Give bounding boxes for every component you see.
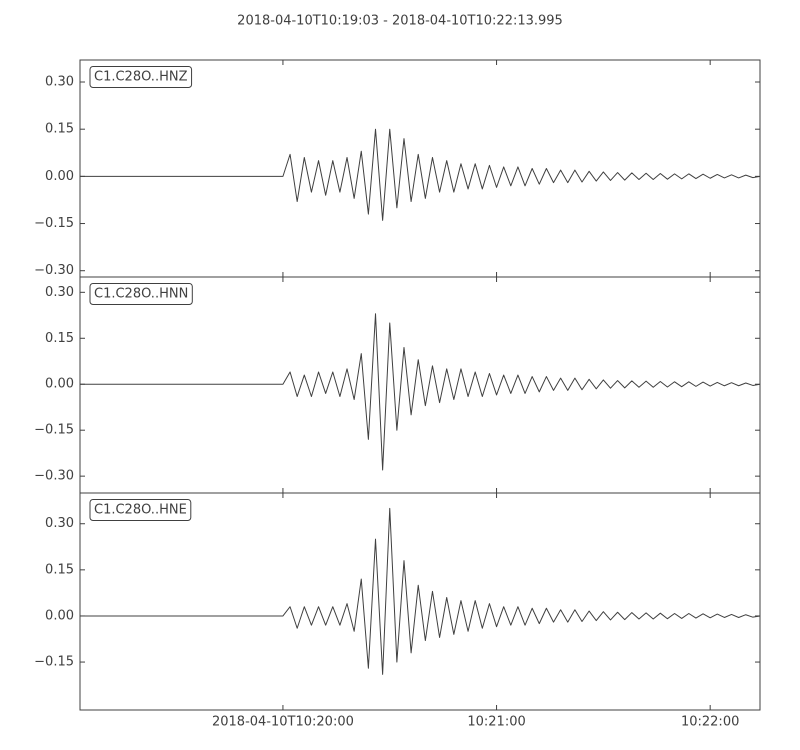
y-tick-label: 0.30 — [45, 285, 74, 300]
trace-label: C1.C28O..HNE — [94, 503, 187, 518]
y-tick-label: 0.15 — [45, 562, 74, 577]
y-tick-label: 0.30 — [45, 75, 74, 90]
panel-frame — [79, 59, 761, 278]
trace-label-box — [89, 66, 193, 88]
y-tick-label: 0.00 — [45, 608, 74, 623]
x-tick-label: 10:22:00 — [681, 715, 739, 730]
y-tick-label: −0.15 — [34, 655, 74, 670]
y-tick-label: 0.15 — [45, 331, 74, 346]
trace-label: C1.C28O..HNZ — [94, 70, 188, 85]
x-tick-label: 10:21:00 — [467, 715, 525, 730]
y-tick-label: 0.15 — [45, 122, 74, 137]
y-tick-label: −0.30 — [34, 469, 74, 484]
panel-frame — [79, 276, 761, 494]
trace-label: C1.C28O..HNN — [94, 287, 188, 302]
waveform — [80, 313, 761, 471]
panel-frame — [79, 492, 761, 711]
y-tick-label: −0.15 — [34, 423, 74, 438]
y-tick-label: 0.30 — [45, 516, 74, 531]
x-tick-label: 2018-04-10T10:20:00 — [212, 715, 354, 730]
trace-label-box — [89, 283, 193, 305]
y-tick-label: 0.00 — [45, 169, 74, 184]
chart-title: 2018-04-10T10:19:03 - 2018-04-10T10:22:1… — [237, 14, 563, 29]
y-tick-label: 0.00 — [45, 377, 74, 392]
y-tick-label: −0.30 — [34, 263, 74, 278]
trace-label-box — [89, 499, 192, 521]
y-tick-label: −0.15 — [34, 216, 74, 231]
waveform — [80, 507, 761, 675]
waveform — [80, 128, 761, 221]
